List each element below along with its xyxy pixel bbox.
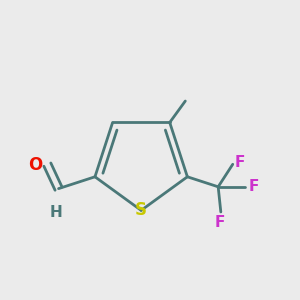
Text: S: S (135, 201, 147, 219)
Text: F: F (235, 155, 245, 170)
Text: F: F (248, 179, 259, 194)
Text: F: F (214, 215, 224, 230)
Text: H: H (49, 205, 62, 220)
Text: O: O (28, 156, 42, 174)
